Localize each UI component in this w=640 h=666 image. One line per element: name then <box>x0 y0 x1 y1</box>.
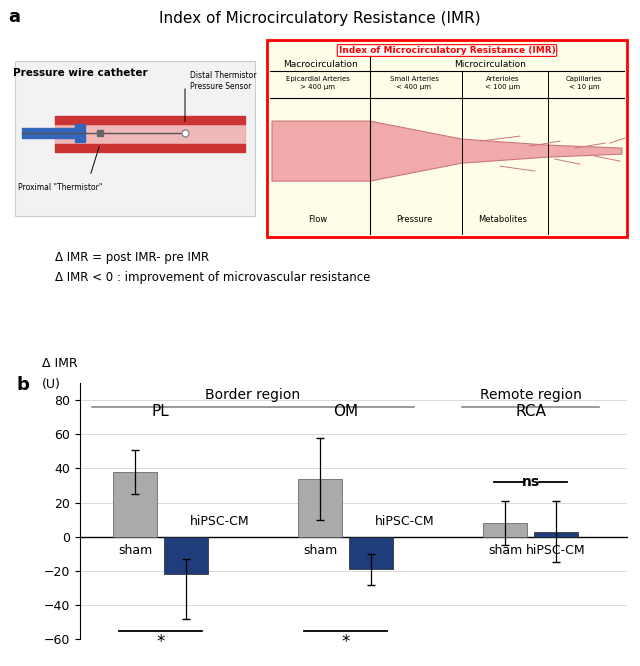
Bar <box>349 537 393 569</box>
Text: PL: PL <box>152 404 170 419</box>
Text: Border region: Border region <box>205 388 301 402</box>
Text: (U): (U) <box>42 378 61 391</box>
Text: Proximal "Thermistor": Proximal "Thermistor" <box>18 183 102 192</box>
Text: Pressure: Pressure <box>396 215 432 224</box>
Text: Δ IMR = post IMR- pre IMR: Δ IMR = post IMR- pre IMR <box>55 251 209 264</box>
Bar <box>164 537 208 574</box>
Bar <box>113 472 157 537</box>
Text: Flow: Flow <box>308 215 328 224</box>
Text: Capillaries
< 10 μm: Capillaries < 10 μm <box>566 76 602 89</box>
Text: hiPSC-CM: hiPSC-CM <box>190 515 250 528</box>
Text: sham: sham <box>118 545 152 557</box>
Text: Microcirculation: Microcirculation <box>454 60 526 69</box>
FancyBboxPatch shape <box>267 40 627 237</box>
Text: *: * <box>156 633 164 651</box>
Text: a: a <box>8 8 20 26</box>
Text: RCA: RCA <box>515 404 546 419</box>
Bar <box>483 523 527 537</box>
Text: sham: sham <box>303 545 337 557</box>
Polygon shape <box>75 124 85 142</box>
Text: ns: ns <box>522 475 540 489</box>
Text: Arterioles
< 100 μm: Arterioles < 100 μm <box>485 76 520 89</box>
Text: *: * <box>341 633 349 651</box>
Text: Distal Thermistor
Pressure Sensor: Distal Thermistor Pressure Sensor <box>190 71 257 91</box>
Bar <box>298 479 342 537</box>
Text: OM: OM <box>333 404 358 419</box>
Text: sham: sham <box>488 545 522 557</box>
Text: Index of Microcirculatory Resistance (IMR): Index of Microcirculatory Resistance (IM… <box>159 11 481 26</box>
Text: b: b <box>16 376 29 394</box>
Text: Δ IMR: Δ IMR <box>42 357 77 370</box>
Text: Remote region: Remote region <box>480 388 582 402</box>
Text: hiPSC-CM: hiPSC-CM <box>375 515 435 528</box>
Text: Macrocirculation: Macrocirculation <box>283 60 357 69</box>
Text: Epicardial Arteries
> 400 μm: Epicardial Arteries > 400 μm <box>286 76 350 89</box>
Text: hiPSC-CM: hiPSC-CM <box>526 545 586 557</box>
Bar <box>534 531 578 537</box>
Text: Small Arteries
< 400 μm: Small Arteries < 400 μm <box>390 76 438 89</box>
Text: Index of Microcirculatory Resistance (IMR): Index of Microcirculatory Resistance (IM… <box>339 46 556 55</box>
Text: Pressure wire catheter: Pressure wire catheter <box>13 68 147 78</box>
Bar <box>15 61 255 216</box>
Polygon shape <box>272 121 622 181</box>
Text: Δ IMR < 0 : improvement of microvascular resistance: Δ IMR < 0 : improvement of microvascular… <box>55 271 371 284</box>
Text: Metabolites: Metabolites <box>479 215 527 224</box>
